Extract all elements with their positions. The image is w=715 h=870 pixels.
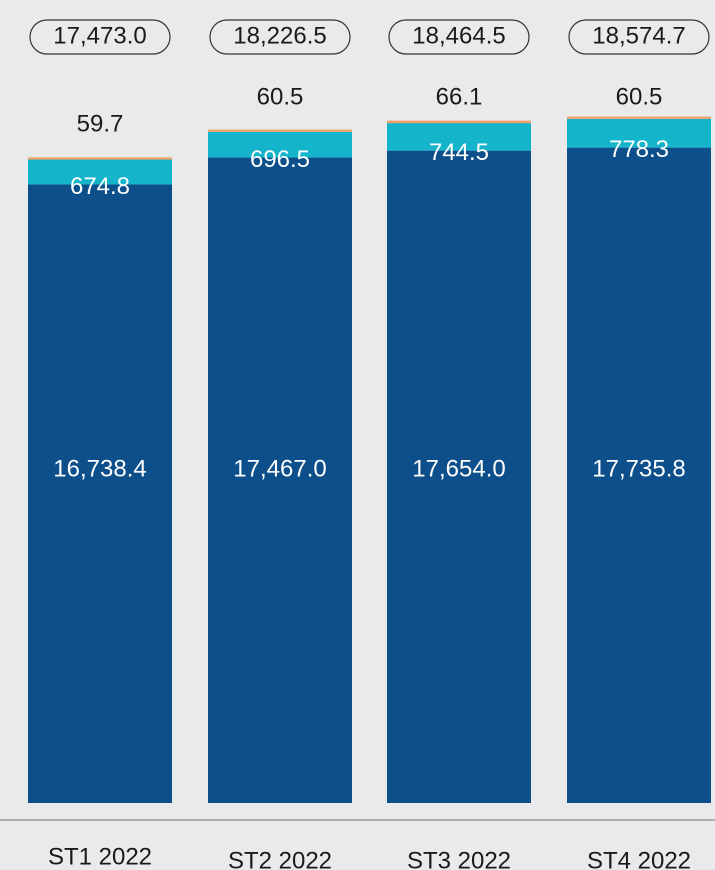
- total-pill: [209, 19, 351, 55]
- data-label: 17,735.8: [592, 455, 685, 482]
- data-label: 16,738.4: [53, 455, 146, 482]
- data-label: 674.8: [70, 173, 130, 200]
- bar-segment: [567, 118, 711, 148]
- x-tick-label: ST4 2022: [587, 847, 691, 870]
- bar-segment: [28, 157, 172, 160]
- bar-segment: [28, 159, 172, 185]
- data-label: 17,467.0: [233, 455, 326, 482]
- data-label: 696.5: [250, 146, 310, 173]
- x-tick-label: ST3 2022: [407, 847, 511, 870]
- total-pill: [568, 19, 710, 55]
- bar-segment: [567, 147, 711, 804]
- data-label: 60.5: [616, 83, 663, 110]
- data-label: 66.1: [436, 83, 483, 110]
- bar-segment: [208, 157, 352, 804]
- x-tick-label: ST2 2022: [228, 847, 332, 870]
- bar-segment: [28, 184, 172, 803]
- data-label: 60.5: [257, 83, 304, 110]
- total-label: 18,226.5: [233, 22, 326, 49]
- data-label: 778.3: [609, 136, 669, 163]
- bar-segment: [208, 129, 352, 132]
- data-label: 744.5: [429, 139, 489, 166]
- total-label: 18,464.5: [412, 22, 505, 49]
- data-label: 17,654.0: [412, 455, 505, 482]
- total-pill: [388, 19, 530, 55]
- bar-segment: [567, 116, 711, 119]
- bar-segment: [387, 150, 531, 803]
- x-tick-label: ST1 2022: [48, 843, 152, 870]
- bar-segment: [208, 131, 352, 158]
- total-label: 18,574.7: [592, 22, 685, 49]
- total-pill: [29, 19, 171, 55]
- bar-segment: [387, 123, 531, 151]
- data-label: 59.7: [77, 111, 124, 138]
- bar-segment: [387, 120, 531, 124]
- total-label: 17,473.0: [53, 22, 146, 49]
